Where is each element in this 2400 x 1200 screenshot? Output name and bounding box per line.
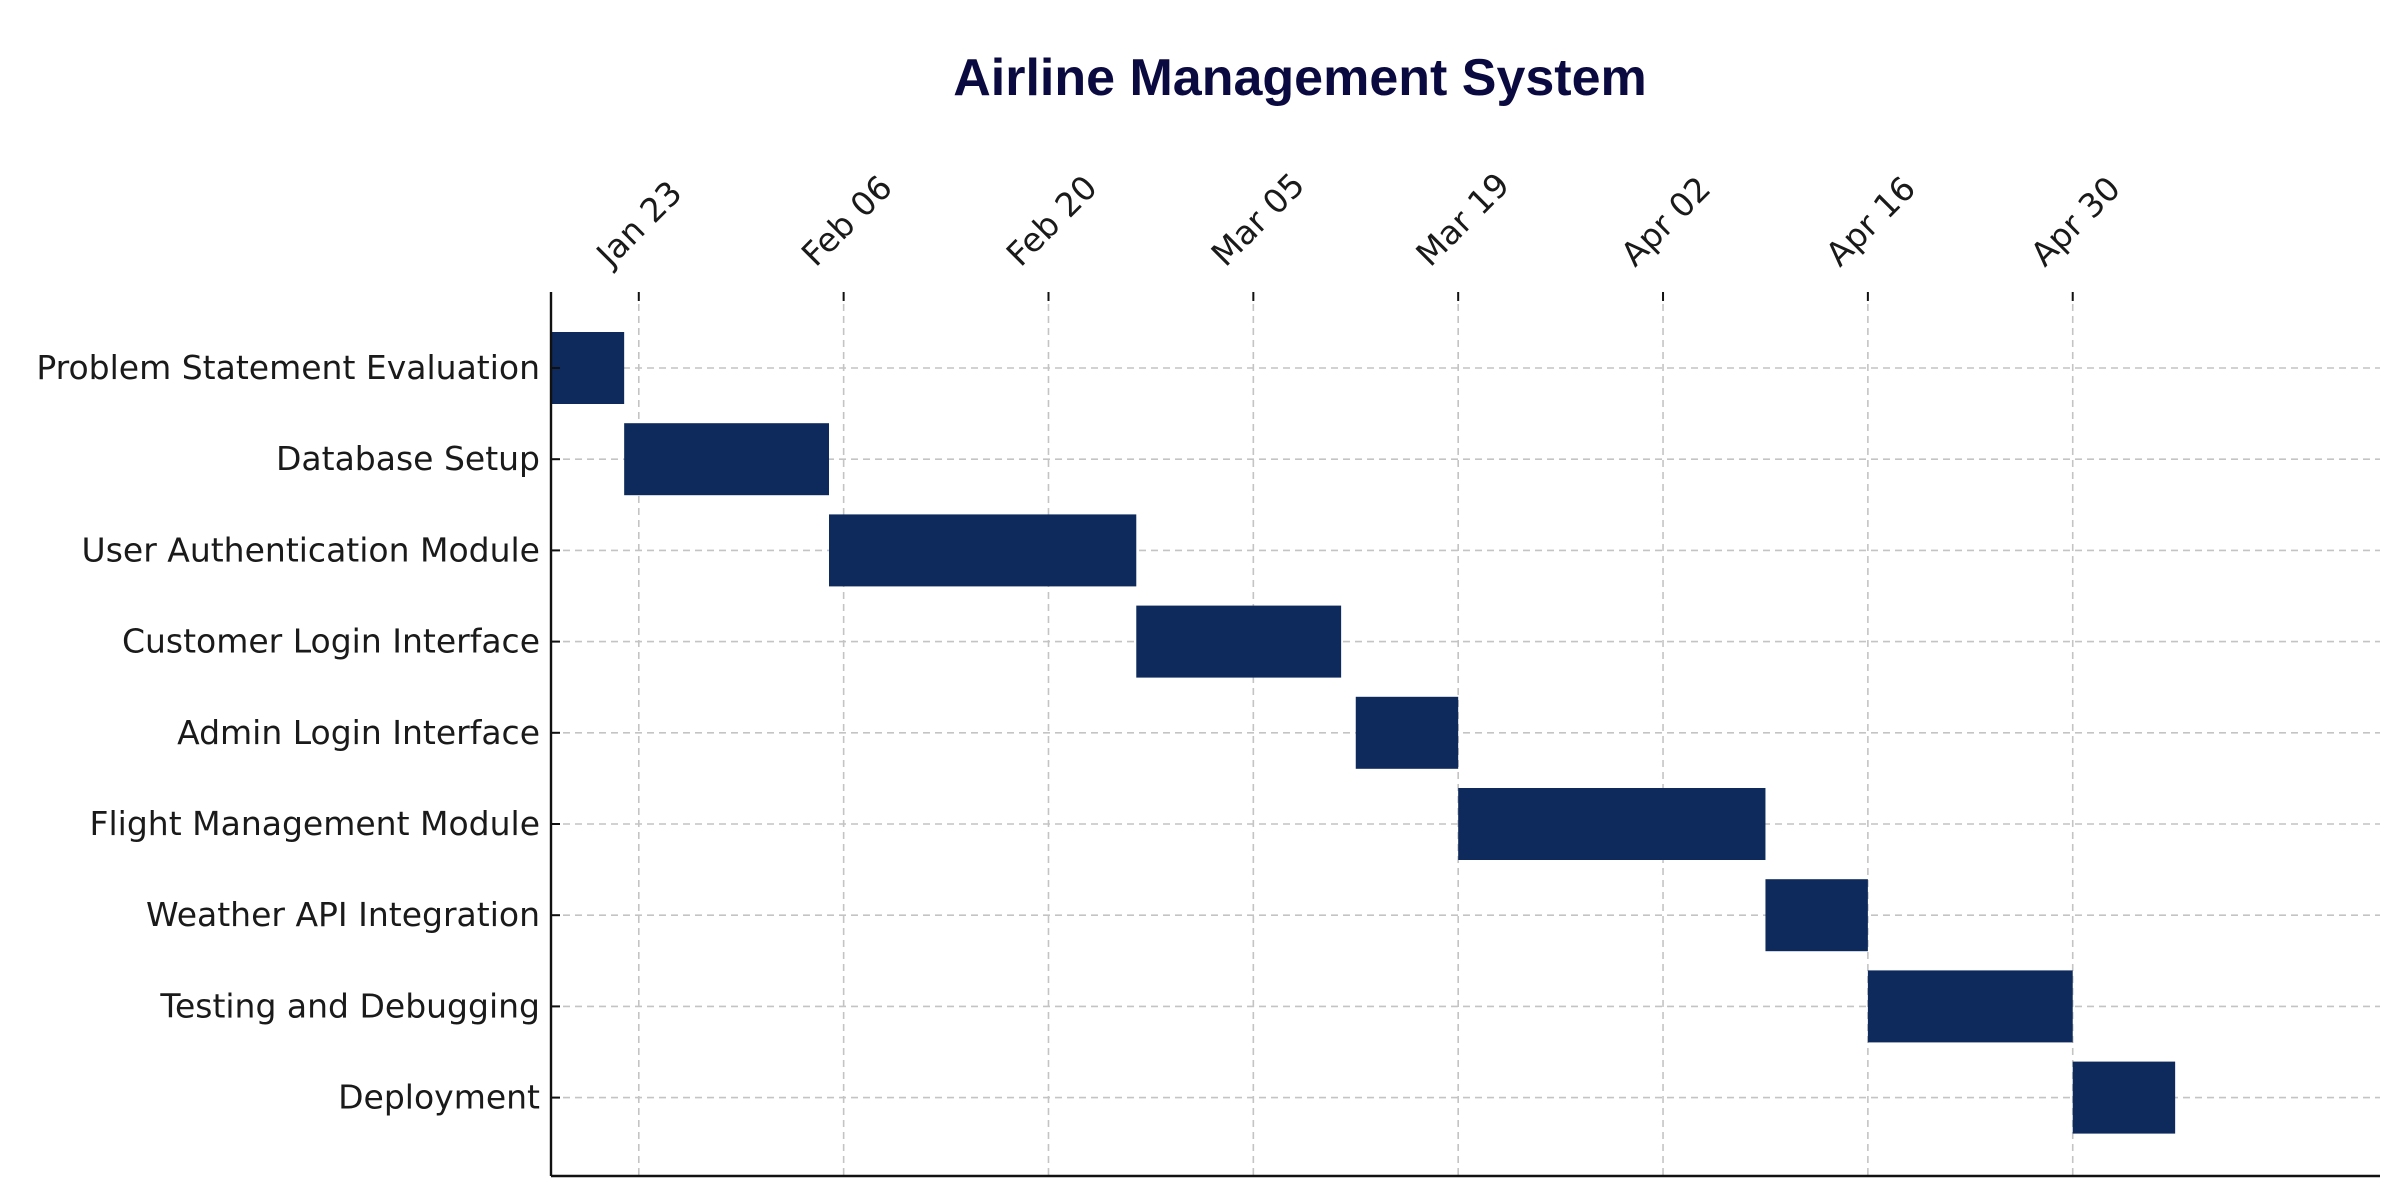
- task-bar: [1867, 970, 2073, 1043]
- x-tick-label: Mar 19: [1408, 165, 1517, 274]
- task-bar: [1136, 605, 1342, 678]
- x-tick-label: Feb 20: [999, 168, 1105, 274]
- chart-title: Airline Management System: [953, 49, 1647, 107]
- task-label: Testing and Debugging: [159, 986, 540, 1025]
- x-tick-label: Apr 02: [1613, 169, 1718, 274]
- task-bar: [1458, 788, 1766, 860]
- date-tick-labels: Jan 23 Feb 06 Feb 20 Mar 05 Mar 19 Apr 02 Apr …: [587, 165, 2127, 275]
- task-bars: [551, 332, 2176, 1134]
- x-tick-label: Mar 05: [1203, 165, 1312, 274]
- task-bar: [1355, 696, 1459, 769]
- x-tick-label: Feb 06: [794, 168, 900, 274]
- task-label: Weather API Integration: [146, 895, 540, 934]
- task-label: Database Setup: [276, 439, 540, 478]
- x-tick-label: Apr 30: [2023, 169, 2128, 274]
- task-label: Deployment: [338, 1078, 540, 1117]
- x-tick-label: Jan 23: [587, 173, 689, 275]
- task-bar: [1765, 879, 1868, 952]
- task-label: Flight Management Module: [90, 804, 540, 843]
- task-label: Problem Statement Evaluation: [36, 348, 540, 387]
- task-label: Customer Login Interface: [122, 622, 540, 661]
- horizontal-gridlines: [551, 367, 2380, 1099]
- task-bar: [624, 423, 830, 496]
- tick-marks: [551, 292, 2074, 1099]
- task-label: Admin Login Interface: [177, 713, 540, 752]
- task-bar: [829, 514, 1137, 587]
- task-labels: Problem Statement Evaluation Database Set…: [36, 348, 540, 1117]
- task-label: User Authentication Module: [82, 530, 540, 569]
- x-tick-label: Apr 16: [1818, 169, 1923, 274]
- task-bar: [2072, 1061, 2176, 1134]
- task-bar: [551, 332, 625, 404]
